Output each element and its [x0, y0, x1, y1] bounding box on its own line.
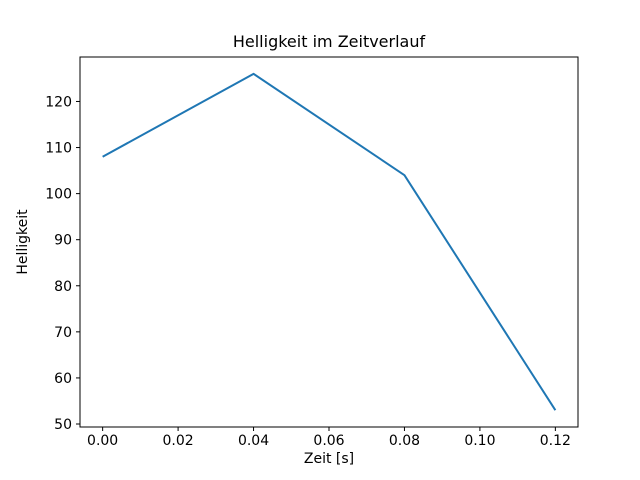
x-tick-label: 0.00	[87, 433, 118, 449]
x-tick-label: 0.02	[163, 433, 194, 449]
y-tick-label: 70	[54, 325, 72, 341]
x-axis-label: Zeit [s]	[304, 451, 354, 467]
y-tick-label: 100	[45, 187, 72, 203]
x-tick-label: 0.04	[238, 433, 269, 449]
y-tick-label: 80	[54, 279, 72, 295]
y-tick-label: 110	[45, 141, 72, 157]
y-tick-label: 90	[54, 233, 72, 249]
y-tick-label: 120	[45, 94, 72, 110]
y-tick-label: 50	[54, 417, 72, 433]
x-tick-label: 0.10	[464, 433, 495, 449]
x-tick-label: 0.08	[389, 433, 420, 449]
plot-area: 0.00 0.02 0.04 0.06 0.08 0.10 0.12 50 60 70 80 90 10…	[45, 72, 571, 449]
y-axis-label: Helligkeit	[15, 209, 31, 275]
y-tick-label: 60	[54, 371, 72, 387]
x-tick-label: 0.12	[540, 433, 571, 449]
x-tick-label: 0.06	[313, 433, 344, 449]
data-line	[102, 72, 557, 411]
chart-title: Helligkeit im Zeitverlauf	[233, 32, 426, 51]
axes-border	[79, 56, 579, 428]
